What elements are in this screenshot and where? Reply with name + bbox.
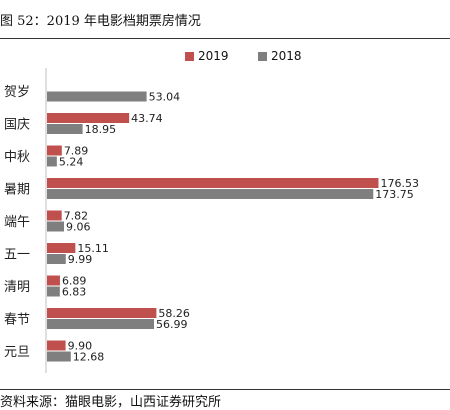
category-label: 元旦 [4, 345, 30, 360]
value-label-2018: 18.95 [85, 123, 117, 136]
value-label-2018: 9.99 [68, 253, 93, 266]
bar-2019 [47, 275, 60, 286]
value-label-2019: 58.26 [158, 307, 190, 320]
value-label-2019: 15.11 [77, 242, 109, 255]
category-label: 清明 [4, 280, 30, 295]
legend-item-2019: 2019 [185, 49, 229, 63]
value-label-2018: 5.24 [59, 156, 84, 169]
source-note: 资料来源：猫眼电影，山西证券研究所 [0, 395, 222, 410]
bar-2019 [47, 113, 130, 123]
category-label: 五一 [4, 248, 30, 263]
category-label: 国庆 [4, 118, 30, 133]
figure-title: 图 52：2019 年电影档期票房情况 [0, 14, 201, 29]
category-label: 春节 [4, 313, 30, 328]
category-label: 暑期 [4, 183, 30, 198]
top-rule [0, 38, 450, 39]
bar-2018 [47, 91, 147, 102]
legend-item-2018: 2018 [258, 49, 302, 63]
value-label-2019: 7.89 [64, 145, 89, 158]
bottom-rule [0, 389, 450, 390]
value-label-2019: 9.90 [68, 340, 93, 353]
value-label-2019: 6.89 [62, 275, 87, 288]
bar-2018 [47, 286, 60, 297]
value-label-2018: 56.99 [156, 318, 188, 331]
category-label: 中秋 [4, 150, 30, 165]
value-label-2018: 173.75 [375, 188, 414, 201]
value-label-2018: 12.68 [73, 351, 105, 364]
bar-2019 [47, 145, 62, 156]
bar-2019 [47, 308, 157, 318]
value-label-2019: 176.53 [380, 177, 419, 190]
legend-label-2018: 2018 [271, 49, 302, 63]
bar-2018 [47, 156, 57, 167]
bar-2018 [47, 189, 374, 199]
category-label: 端午 [4, 215, 30, 230]
bar-chart: 贺岁 53.04 国庆 43.74 18.95 中秋 7.895.24 暑期 176.53173… [4, 68, 419, 373]
bar-2018 [47, 254, 66, 264]
legend-swatch-2019 [185, 51, 194, 61]
bar-2018 [47, 319, 155, 329]
bar-2019 [47, 243, 76, 253]
legend-label-2019: 2019 [198, 49, 229, 63]
bar-2018 [47, 124, 83, 134]
value-label-2019: 7.82 [64, 210, 88, 223]
category-label: 贺岁 [4, 85, 30, 100]
value-label-2018: 9.06 [66, 221, 91, 234]
bar-2018 [47, 221, 65, 232]
bar-2019 [47, 178, 379, 188]
legend-swatch-2018 [258, 51, 267, 61]
value-label-2018: 6.83 [62, 286, 87, 299]
value-label-2019: 43.74 [131, 112, 163, 125]
bar-2019 [47, 210, 62, 221]
bar-2019 [47, 340, 66, 351]
bar-2018 [47, 351, 71, 362]
value-label-2018: 53.04 [149, 91, 181, 104]
